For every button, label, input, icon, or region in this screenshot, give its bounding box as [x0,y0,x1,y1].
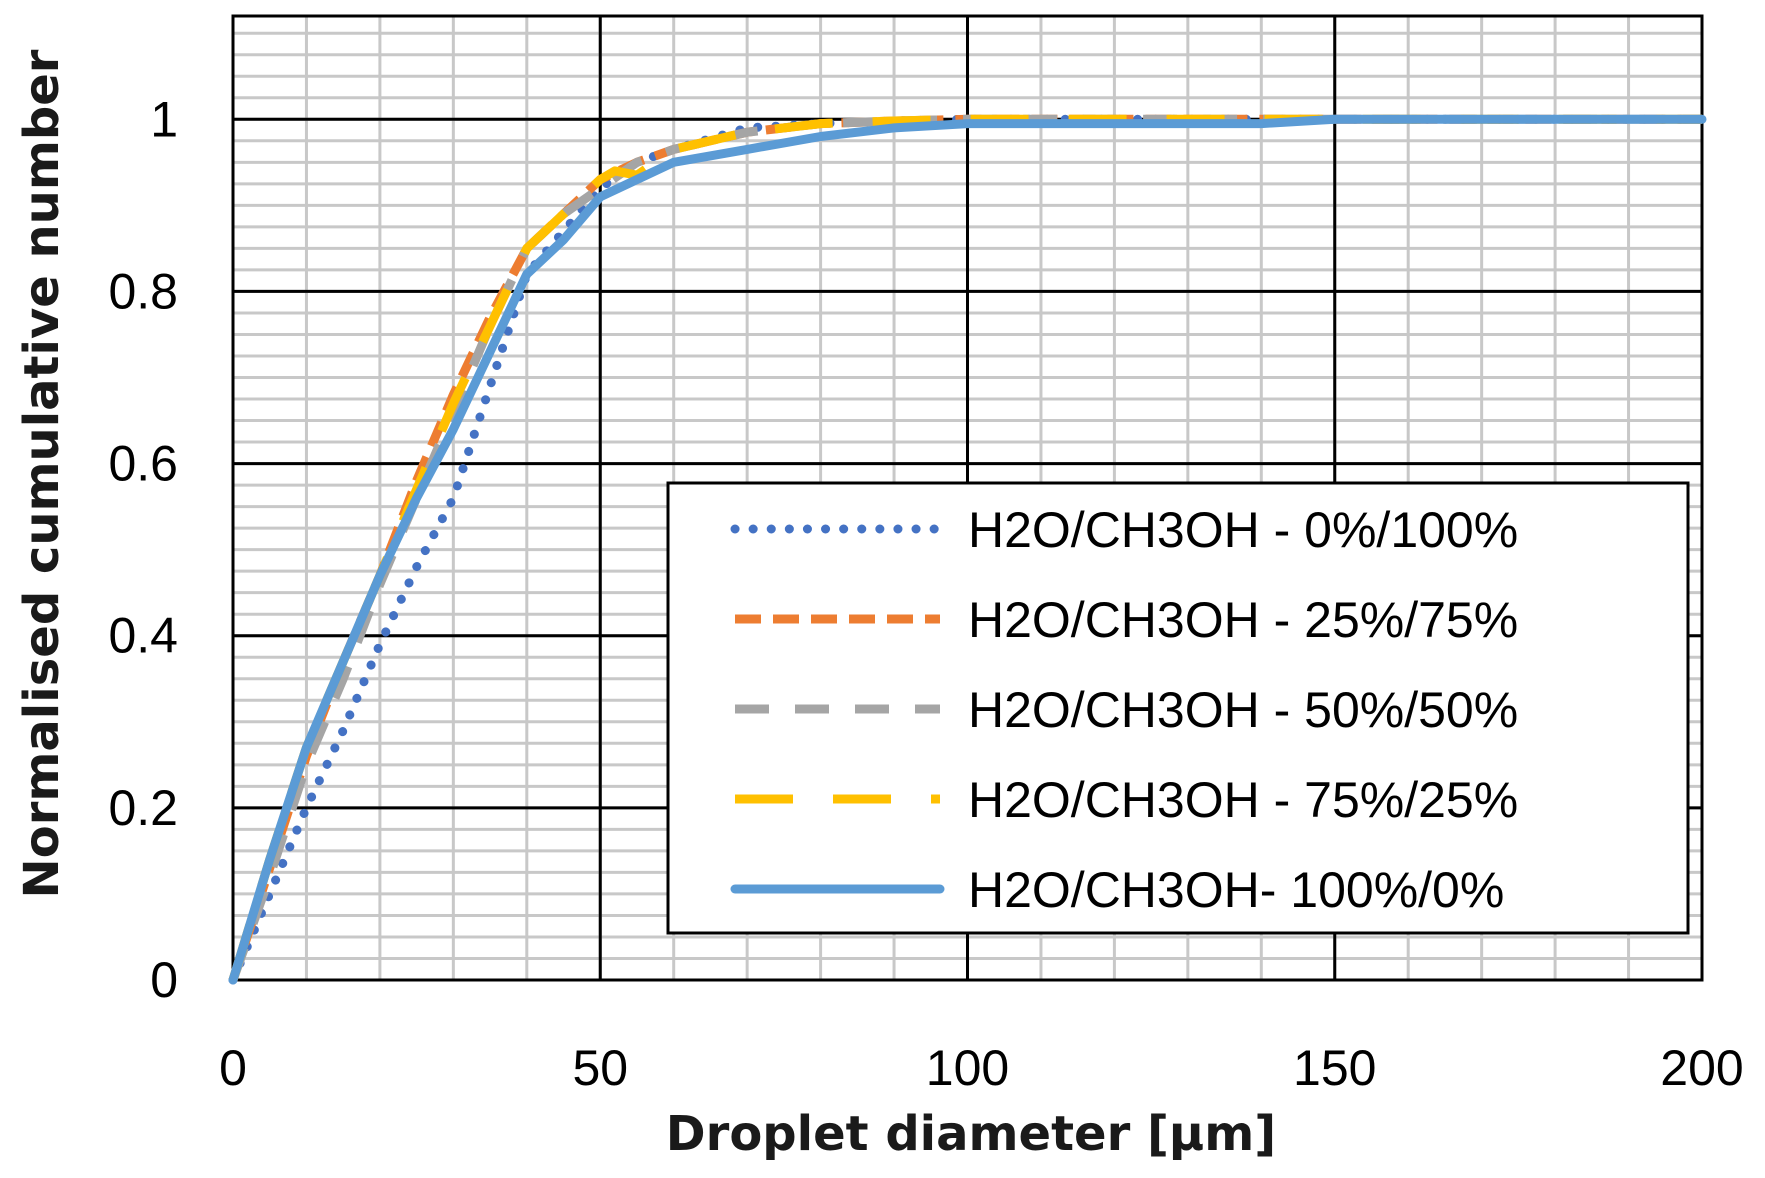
y-tick-label: 1 [150,91,178,147]
plot-frame [231,14,1704,982]
x-tick-label: 200 [1660,1040,1743,1096]
y-tick-label: 0 [150,952,178,1008]
x-tick-labels: 0 50 100 150 200 [219,1040,1744,1096]
x-tick-label: 50 [572,1040,628,1096]
legend-label-1: H2O/CH3OH - 0%/100% [968,502,1518,558]
legend-label-3: H2O/CH3OH - 50%/50% [968,682,1518,738]
x-axis-title: Droplet diameter [μm] [666,1106,1276,1162]
legend-box [666,481,1690,935]
series-layer [228,114,1707,985]
legend-label-5: H2O/CH3OH- 100%/0% [968,862,1504,918]
series-line-5 [228,114,1707,985]
y-tick-label: 0.4 [108,608,178,664]
x-tick-label: 150 [1293,1040,1376,1096]
y-tick-labels: 0 0.2 0.4 0.6 0.8 1 [108,91,178,1008]
x-tick-label: 100 [926,1040,1009,1096]
legend: H2O/CH3OH - 0%/100% H2O/CH3OH - 25%/75% H2… [666,481,1690,935]
y-tick-label: 0.6 [108,436,178,492]
x-tick-label: 0 [219,1040,247,1096]
y-axis-title: Normalised cumulative number [14,49,70,898]
y-tick-label: 0.2 [108,780,178,836]
y-tick-label: 0.8 [108,263,178,319]
legend-label-2: H2O/CH3OH - 25%/75% [968,592,1518,648]
legend-label-4: H2O/CH3OH - 75%/25% [968,772,1518,828]
series-line-3 [228,114,1702,982]
